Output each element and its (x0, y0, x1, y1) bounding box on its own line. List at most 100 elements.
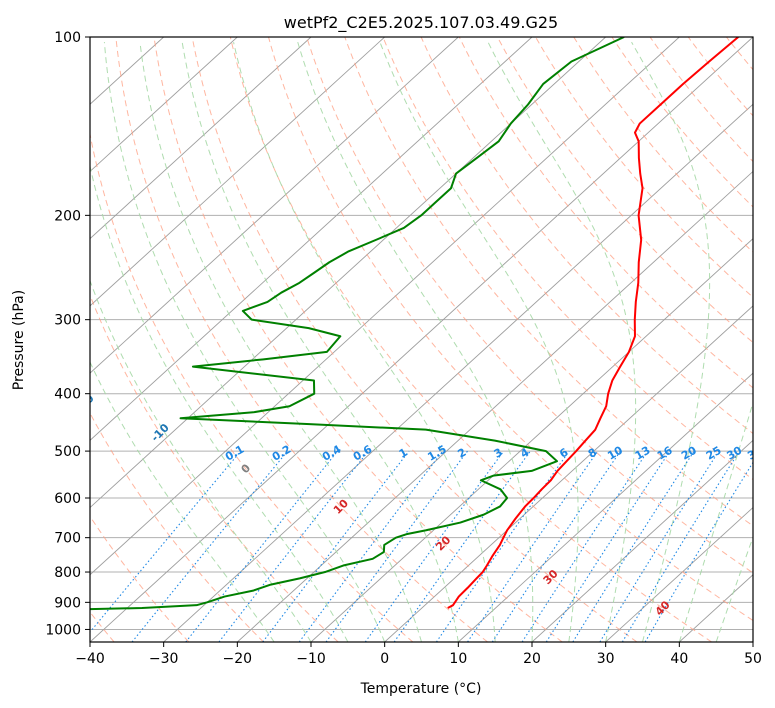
dry-adiabat-line (191, 37, 638, 642)
mixing-ratio-label: 0.6 (351, 442, 375, 463)
moist-adiabat-line (90, 360, 275, 642)
x-tick-label: 40 (670, 651, 688, 667)
temperature-profile-line (447, 37, 739, 609)
y-tick-label: 700 (54, 531, 81, 547)
mixing-ratio-line (298, 450, 444, 642)
plot-frame (89, 36, 754, 643)
x-tick-label: 20 (523, 651, 541, 667)
isotherm-line (90, 37, 385, 307)
mixing-ratio-label: 1.5 (425, 443, 448, 464)
mixing-ratio-label: 36 (745, 444, 765, 463)
moist-adiabat-line (90, 163, 349, 642)
moist-adiabats (90, 41, 753, 642)
isotherm-line (237, 170, 753, 642)
mixing-ratio-label: 3 (492, 446, 505, 461)
profile-series (90, 37, 739, 611)
isotherm-line (90, 37, 753, 642)
dry-adiabat-label: 10 (331, 497, 351, 517)
mixing-ratio-line (467, 450, 599, 642)
moist-adiabat-line (297, 41, 534, 642)
x-axis-label: Temperature (°C) (360, 681, 482, 697)
isotherm-line (384, 305, 753, 642)
dry-adiabat-line (765, 37, 775, 642)
pressure-gridlines (90, 37, 753, 630)
mixing-ratio-label: 0.1 (223, 443, 246, 464)
y-axis-label: Pressure (hPa) (11, 290, 27, 390)
mixing-ratio-line (545, 450, 671, 642)
dry-adiabat-line (90, 412, 264, 642)
isotherm-line (531, 439, 753, 642)
dry-adiabat-line (535, 37, 753, 298)
dry-adiabat-line (573, 37, 753, 253)
dry-adiabat-line (420, 37, 753, 435)
mixing-ratio-line (393, 450, 531, 642)
mixing-ratio-line (435, 450, 570, 642)
dry-adiabat-line (306, 37, 753, 574)
dry-adiabat-line (725, 37, 753, 71)
isotherm-line (458, 372, 753, 642)
y-tick-label: 100 (54, 30, 81, 46)
dry-adiabat-line (115, 37, 488, 642)
mixing-ratio-label: 1 (397, 446, 410, 461)
moist-adiabat-line (233, 41, 496, 642)
x-tick-label: 30 (597, 651, 615, 667)
moist-adiabat-line (181, 42, 459, 642)
mixing-ratio-line (491, 450, 621, 642)
moist-adiabat-line (379, 41, 579, 642)
dry-adiabat-line (153, 37, 563, 642)
mixing-ratio-lines (90, 450, 753, 642)
moist-adiabat-line (139, 42, 422, 642)
moist-adiabat-line (487, 41, 637, 642)
mixing-ratio-line (364, 450, 505, 642)
dry-adiabat-line (649, 37, 753, 163)
mixing-ratio-line (325, 450, 468, 642)
isotherm-line (90, 37, 533, 441)
dry-adiabat-line (687, 37, 753, 117)
isotherm-line (752, 641, 753, 642)
y-axis-ticks: 100 200 300 400 500 600 700 800 900 1000 (45, 30, 90, 638)
x-tick-label: 10 (449, 651, 467, 667)
isotherm-line (605, 506, 753, 642)
mixing-ratio-label: 13 (633, 444, 653, 463)
mixing-ratio-line (218, 450, 369, 642)
mixing-ratio-line (90, 450, 242, 633)
isotherm-line (90, 37, 459, 374)
skewed-isotherms (90, 37, 753, 642)
dry-adiabat-line (229, 37, 712, 642)
mixing-ratio-label: 2 (455, 446, 468, 461)
y-tick-label: 200 (54, 208, 81, 224)
y-tick-label: 800 (54, 565, 81, 581)
mixing-ratio-line (185, 450, 338, 642)
mixing-ratio-line (572, 450, 695, 642)
mixing-ratio-label: 20 (679, 444, 699, 463)
y-tick-label: 300 (54, 313, 81, 329)
mixing-ratio-label: 0.2 (270, 443, 293, 464)
dry-adiabat-label: 0 (239, 461, 254, 476)
isotherm-line (90, 37, 680, 576)
y-tick-label: 500 (54, 444, 81, 460)
dry-adiabat-label: 40 (653, 598, 673, 618)
dry-adiabat-line (611, 37, 753, 208)
dry-adiabat-line (90, 131, 414, 642)
dry-adiabat-line (90, 515, 190, 642)
moist-adiabat-line (678, 400, 753, 642)
chart-title: wetPf2_C2E5.2025.107.03.49.G25 (284, 13, 558, 33)
isotherm-line (90, 37, 312, 240)
dry-adiabat-line (496, 37, 753, 344)
moist-adiabat-line (631, 41, 711, 642)
x-tick-label: −30 (149, 651, 179, 667)
mixing-ratio-line (621, 450, 740, 642)
x-axis-ticks: −40 −30 −20 −10 0 10 20 30 40 50 (75, 642, 762, 667)
y-tick-label: 600 (54, 491, 81, 507)
x-tick-label: 50 (744, 651, 762, 667)
isotherm-line (90, 37, 238, 173)
x-tick-label: −40 (75, 651, 105, 667)
mixing-ratio-label: 30 (724, 444, 744, 463)
mixing-ratio-line (131, 450, 289, 642)
moist-adiabat-line (103, 42, 386, 642)
dewpoint-profile-line (90, 37, 625, 611)
adiabat-labels: 0.10.20.40.611.52346810131620253036-100-… (90, 392, 765, 619)
y-tick-label: 900 (54, 595, 81, 611)
x-tick-label: −10 (296, 651, 326, 667)
